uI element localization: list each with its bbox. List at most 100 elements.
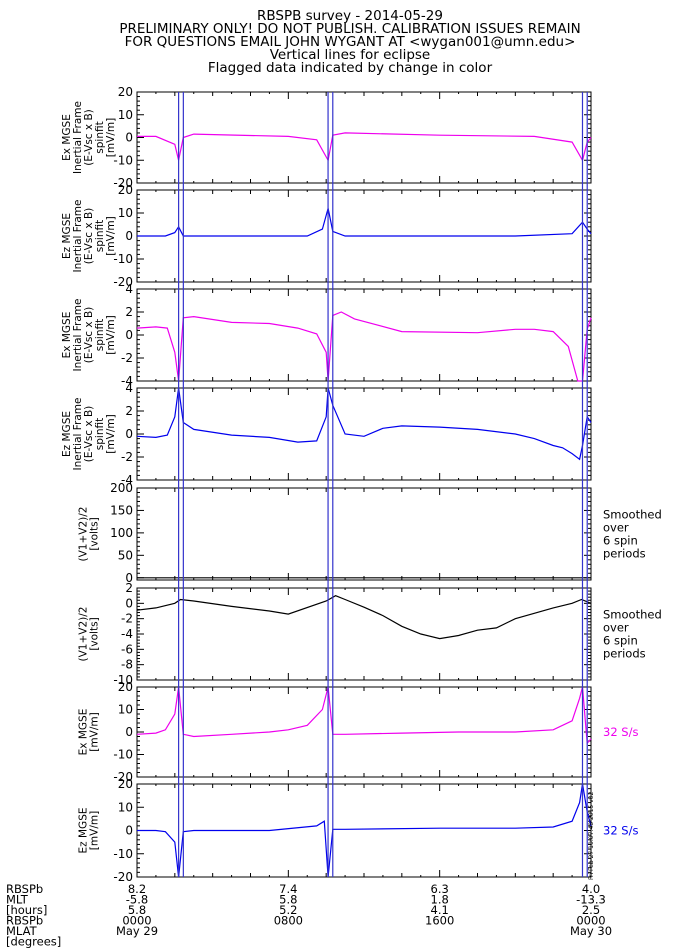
bottom-value: 0000 (122, 914, 151, 928)
y-tick-label: 10 (118, 108, 133, 122)
eclipse-note: Vertical lines for eclipse (269, 47, 431, 63)
y-axis-label: (E-Vsc x B) (83, 109, 95, 166)
panel-frame (136, 487, 592, 581)
y-axis-label: (E-Vsc x B) (83, 208, 95, 265)
y-tick-label: -2 (121, 450, 133, 464)
y-tick-label: -20 (113, 176, 133, 190)
y-tick-label: 4 (125, 282, 133, 296)
warning-line: PRELIMINARY ONLY! DO NOT PUBLISH. CALIBR… (119, 21, 581, 37)
y-axis-label: Ez MGSE (78, 808, 90, 854)
y-tick-label: -4 (121, 473, 133, 487)
panel-frame (136, 587, 592, 681)
series-line (137, 783, 592, 878)
y-tick-label: 150 (110, 503, 133, 517)
y-tick-label: 4 (125, 381, 133, 395)
y-tick-label: 0 (125, 571, 133, 585)
series-line (137, 132, 592, 163)
panel-note: over (603, 621, 629, 635)
y-tick-label: 50 (118, 548, 133, 562)
flag-note: Flagged data indicated by change in colo… (207, 60, 493, 76)
y-tick-label: 20 (118, 183, 133, 197)
y-tick-label: -4 (121, 374, 133, 388)
y-tick-label: -2 (121, 351, 133, 365)
y-axis-label: spinfit (94, 220, 106, 252)
bottom-row-label: RBSPb (6, 914, 43, 928)
panel-frame (136, 288, 592, 382)
y-tick-label: -2 (121, 612, 133, 626)
y-axis-label: [mV/m] (105, 315, 117, 354)
bottom-value: May 30 (570, 924, 612, 938)
side-stamp: Fri Feb 27 10:07:48 2015 v02 (588, 791, 595, 880)
y-tick-label: -6 (121, 642, 133, 656)
bottom-value: 8.2 (128, 882, 146, 896)
panel-note: Smoothed (603, 608, 662, 622)
y-tick-label: -20 (113, 870, 133, 884)
panel-note: periods (603, 547, 646, 561)
y-tick-label: 2 (125, 305, 133, 319)
y-axis-label: (E-Vsc x B) (83, 406, 95, 463)
y-tick-label: 0 (125, 824, 133, 838)
y-tick-label: 0 (125, 725, 133, 739)
panel-note: 32 S/s (603, 824, 638, 838)
bottom-value: 6.3 (431, 882, 449, 896)
panel-note: 6 spin (603, 534, 638, 548)
bottom-row-label: [hours] (6, 903, 47, 917)
y-tick-label: 2 (125, 581, 133, 595)
y-tick-label: -4 (121, 627, 133, 641)
series-line (137, 208, 592, 237)
y-tick-label: 0 (125, 328, 133, 342)
y-axis-label: Inertial Frame (72, 299, 84, 372)
y-tick-label: -20 (113, 770, 133, 784)
y-tick-label: 10 (118, 800, 133, 814)
bottom-value: 5.2 (279, 903, 297, 917)
y-axis-label: Ez MGSE (61, 411, 73, 457)
panel-8: -20 -10 0 10 20 Ez MGSE [mV/m] 32 S/s (78, 777, 639, 884)
bottom-axis: RBSPbMLT[hours]RBSPbMLAT[degrees]8.2-5.8… (6, 882, 612, 949)
bottom-value: May 29 (116, 924, 158, 938)
eclipse-lines (178, 92, 588, 877)
panel-frame (136, 91, 592, 184)
panel-5: 0 50 100 150 200 (V1+V2)/2 [volts] Smoothedover… (78, 481, 662, 585)
y-axis-label: (V1+V2)/2 (78, 507, 90, 562)
bottom-value: 5.8 (279, 893, 297, 907)
y-axis-label: Ex MGSE (61, 114, 73, 161)
y-axis-label: Ex MGSE (78, 709, 90, 756)
y-tick-label: 200 (110, 481, 133, 495)
series-line (136, 387, 592, 461)
y-axis-label: (V1+V2)/2 (78, 607, 90, 662)
panel-3: -4 -2 0 2 4 Ex MGSE Inertial Frame (E-Vsc x B) s… (61, 282, 592, 388)
y-tick-label: 0 (125, 427, 133, 441)
y-tick-label: 0 (125, 229, 133, 243)
contact-line: FOR QUESTIONS EMAIL JOHN WYGANT AT <wyga… (124, 34, 576, 50)
panel-note: periods (603, 647, 646, 661)
plot-title: RBSPB survey - 2014-05-29 (256, 8, 443, 24)
y-axis-label: [mV/m] (105, 216, 117, 255)
panel-7: -20 -10 0 10 20 Ex MGSE [mV/m] 32 S/s (78, 680, 639, 784)
bottom-value: -13.3 (576, 893, 606, 907)
y-axis-label: (E-Vsc x B) (83, 307, 95, 364)
y-tick-label: 10 (118, 206, 133, 220)
bottom-value: 5.8 (128, 903, 146, 917)
y-tick-label: 10 (118, 703, 133, 717)
y-axis-label: [mV/m] (105, 414, 117, 453)
y-axis-label: Ez MGSE (61, 213, 73, 259)
panel-note: over (603, 521, 629, 535)
panel-frame (136, 387, 592, 481)
y-tick-label: 20 (118, 680, 133, 694)
y-axis-label: Ex MGSE (61, 312, 73, 359)
bottom-row-label: MLAT (6, 924, 38, 938)
bottom-row-label: [degrees] (6, 935, 61, 949)
y-tick-label: -10 (113, 252, 133, 266)
bottom-value: 1600 (425, 914, 454, 928)
bottom-value: 4.0 (582, 882, 600, 896)
y-axis-label: spinfit (94, 418, 106, 450)
bottom-value: 4.1 (431, 903, 449, 917)
bottom-value: 2.5 (582, 903, 600, 917)
panel-2: -20 -10 0 10 20 Ez MGSE Inertial Frame (E-Vsc x… (61, 183, 592, 289)
panel-note: 6 spin (603, 634, 638, 648)
bottom-row-label: RBSPb (6, 882, 43, 896)
panel-note: Smoothed (603, 508, 662, 522)
y-tick-label: 2 (125, 404, 133, 418)
